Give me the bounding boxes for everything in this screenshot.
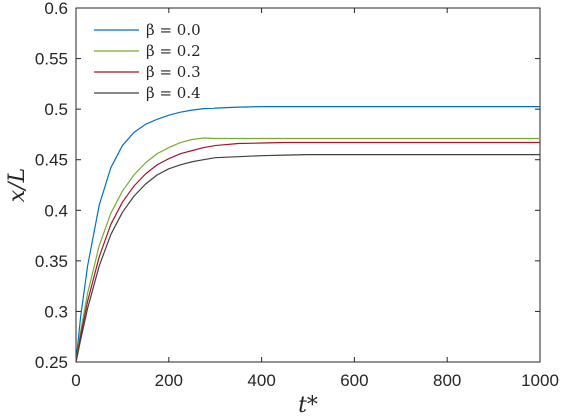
legend-label-3: β = 0.4 [146, 84, 201, 102]
y-tick-label: 0.3 [44, 302, 68, 321]
y-tick-label: 0.35 [35, 252, 68, 271]
legend-label-2: β = 0.3 [146, 63, 201, 81]
legend-label-0: β = 0.0 [146, 21, 201, 39]
y-tick-label: 0.55 [35, 50, 68, 69]
y-tick-label: 0.5 [44, 100, 68, 119]
series-line-2 [75, 141, 540, 363]
x-tick-label: 0 [71, 371, 80, 390]
y-tick-label: 0.6 [44, 0, 68, 18]
legend-label-1: β = 0.2 [146, 42, 201, 60]
y-axis-label: x/L [5, 168, 30, 202]
x-tick-label: 600 [340, 371, 368, 390]
y-tick-label: 0.4 [44, 201, 68, 220]
series-line-3 [75, 154, 540, 363]
y-tick-label: 0.25 [35, 353, 68, 372]
x-axis-label: t* [298, 393, 318, 417]
series-layer [75, 106, 540, 363]
x-tick-label: 1000 [521, 371, 559, 390]
legend: β = 0.0 β = 0.2 β = 0.3 β = 0.4 [84, 16, 214, 108]
x-tick-labels: 0 200 400 600 800 1000 [71, 371, 559, 390]
y-tick-labels: 0.25 0.3 0.35 0.4 0.45 0.5 0.55 0.6 [35, 0, 68, 372]
series-line-0 [75, 106, 540, 363]
series-line-1 [75, 137, 540, 363]
x-tick-label: 800 [433, 371, 461, 390]
x-tick-label: 200 [155, 371, 183, 390]
x-tick-label: 400 [247, 371, 275, 390]
y-tick-label: 0.45 [35, 151, 68, 170]
